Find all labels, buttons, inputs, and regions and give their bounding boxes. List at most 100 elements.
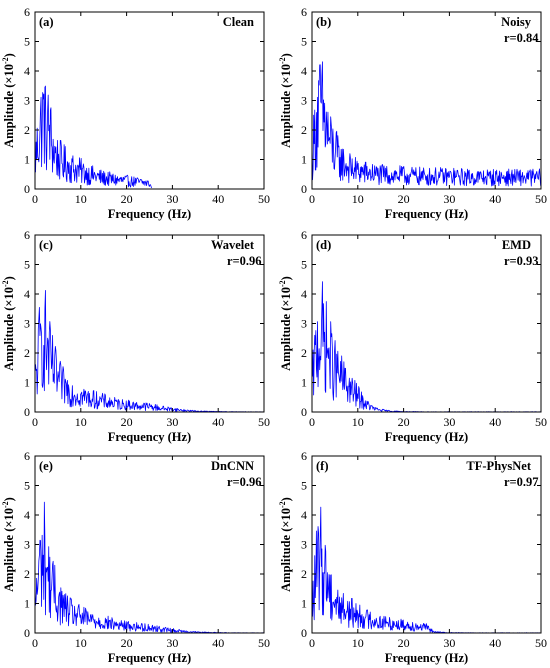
correlation-value: r=0.93 bbox=[504, 254, 539, 268]
panel-f: 0 10 20 30 40 50 0 1 2 3 4 5 6 Frequency (Hz) Amplitud… bbox=[278, 449, 547, 665]
y-axis-label: Amplitude (×10-2) bbox=[278, 53, 293, 148]
y-axis-label-tail: ) bbox=[2, 276, 16, 280]
y-axis-label-base: Amplitude (×10 bbox=[279, 287, 293, 371]
x-tick-label: 30 bbox=[443, 415, 455, 429]
x-axis-label: Frequency (Hz) bbox=[385, 207, 468, 221]
y-axis-label-base: Amplitude (×10 bbox=[279, 508, 293, 592]
x-tick-label: 30 bbox=[166, 192, 178, 206]
x-tick-label: 10 bbox=[352, 415, 364, 429]
x-tick-label: 50 bbox=[258, 636, 270, 650]
x-axis-label: Frequency (Hz) bbox=[108, 207, 191, 221]
spectrum-line bbox=[34, 290, 264, 413]
y-axis-label: Amplitude (×10-2) bbox=[1, 497, 16, 592]
x-tick-label: 30 bbox=[166, 415, 178, 429]
x-tick-label: 30 bbox=[443, 192, 455, 206]
panel-tag: (d) bbox=[316, 238, 331, 252]
y-axis-label-exponent: -2 bbox=[278, 501, 287, 508]
y-axis-label-exponent: -2 bbox=[1, 501, 10, 508]
y-tick-label: 1 bbox=[301, 376, 307, 390]
panel-a: 0 10 20 30 40 50 0 1 2 3 4 5 6 Frequency (Hz) Amplitud… bbox=[1, 5, 270, 221]
y-tick-label: 2 bbox=[24, 346, 30, 360]
panel-c: 0 10 20 30 40 50 0 1 2 3 4 5 6 Frequency (Hz) Amplitud… bbox=[1, 228, 270, 444]
y-axis-label-base: Amplitude (×10 bbox=[279, 64, 293, 148]
spectrum-line bbox=[34, 85, 152, 189]
x-tick-label: 30 bbox=[166, 636, 178, 650]
x-tick-label: 20 bbox=[398, 636, 410, 650]
y-axis-label-tail: ) bbox=[279, 276, 293, 280]
y-tick-label: 0 bbox=[24, 626, 30, 640]
x-tick-label: 10 bbox=[75, 636, 87, 650]
y-tick-label: 6 bbox=[24, 449, 30, 463]
x-tick-label: 10 bbox=[352, 636, 364, 650]
y-axis-label: Amplitude (×10-2) bbox=[278, 497, 293, 592]
x-tick-label: 40 bbox=[489, 636, 501, 650]
y-axis-label: Amplitude (×10-2) bbox=[1, 53, 16, 148]
spectrum-line bbox=[311, 281, 541, 413]
panel-tag: (e) bbox=[39, 459, 53, 473]
panel-tag: (a) bbox=[39, 15, 54, 29]
y-axis-label-exponent: -2 bbox=[278, 57, 287, 64]
correlation-value: r=0.96 bbox=[227, 475, 262, 489]
x-tick-label: 0 bbox=[309, 415, 315, 429]
y-tick-label: 4 bbox=[24, 287, 30, 301]
x-tick-label: 0 bbox=[309, 192, 315, 206]
y-tick-label: 5 bbox=[24, 35, 30, 49]
x-tick-label: 20 bbox=[398, 415, 410, 429]
y-axis-label-tail: ) bbox=[2, 53, 16, 57]
y-axis-label-exponent: -2 bbox=[278, 280, 287, 287]
y-tick-label: 6 bbox=[24, 5, 30, 19]
x-axis-label: Frequency (Hz) bbox=[385, 430, 468, 444]
x-tick-label: 50 bbox=[535, 415, 547, 429]
y-tick-label: 5 bbox=[301, 35, 307, 49]
y-tick-label: 0 bbox=[301, 182, 307, 196]
spectrum-line bbox=[311, 61, 542, 187]
spectrum-line bbox=[311, 506, 541, 634]
method-name: Noisy bbox=[501, 15, 532, 29]
y-tick-label: 5 bbox=[301, 479, 307, 493]
panel-b: 0 10 20 30 40 50 0 1 2 3 4 5 6 Frequency (Hz) Amplitud… bbox=[278, 5, 547, 221]
y-tick-label: 2 bbox=[301, 123, 307, 137]
y-tick-label: 3 bbox=[24, 94, 30, 108]
panel-tag: (c) bbox=[39, 238, 53, 252]
y-tick-label: 4 bbox=[24, 508, 30, 522]
x-tick-label: 0 bbox=[309, 636, 315, 650]
y-tick-label: 1 bbox=[24, 153, 30, 167]
x-tick-label: 50 bbox=[258, 415, 270, 429]
x-tick-label: 20 bbox=[121, 415, 133, 429]
y-tick-label: 6 bbox=[301, 228, 307, 242]
x-tick-label: 20 bbox=[398, 192, 410, 206]
x-tick-label: 10 bbox=[352, 192, 364, 206]
y-tick-label: 1 bbox=[301, 153, 307, 167]
y-tick-label: 0 bbox=[24, 182, 30, 196]
y-tick-label: 2 bbox=[301, 567, 307, 581]
x-tick-label: 20 bbox=[121, 192, 133, 206]
y-tick-label: 3 bbox=[24, 538, 30, 552]
panel-d: 0 10 20 30 40 50 0 1 2 3 4 5 6 Frequency (Hz) Amplitud… bbox=[278, 228, 547, 444]
y-axis-label-base: Amplitude (×10 bbox=[2, 64, 16, 148]
x-tick-label: 40 bbox=[212, 192, 224, 206]
y-tick-label: 4 bbox=[301, 287, 307, 301]
x-tick-label: 0 bbox=[32, 415, 38, 429]
x-tick-label: 50 bbox=[535, 636, 547, 650]
y-tick-label: 1 bbox=[24, 376, 30, 390]
y-axis-label-exponent: -2 bbox=[1, 57, 10, 64]
y-tick-label: 3 bbox=[301, 317, 307, 331]
y-tick-label: 3 bbox=[301, 94, 307, 108]
y-tick-label: 6 bbox=[301, 5, 307, 19]
y-tick-label: 2 bbox=[24, 123, 30, 137]
method-name: EMD bbox=[502, 238, 531, 252]
y-axis-label-tail: ) bbox=[279, 53, 293, 57]
method-name: DnCNN bbox=[211, 459, 254, 473]
method-name: Wavelet bbox=[211, 238, 255, 252]
y-tick-label: 2 bbox=[301, 346, 307, 360]
correlation-value: r=0.97 bbox=[504, 475, 539, 489]
x-tick-label: 40 bbox=[212, 415, 224, 429]
x-tick-label: 40 bbox=[489, 192, 501, 206]
y-axis-label: Amplitude (×10-2) bbox=[1, 276, 16, 371]
x-tick-label: 10 bbox=[75, 415, 87, 429]
spectrum-line bbox=[34, 501, 264, 634]
y-tick-label: 3 bbox=[301, 538, 307, 552]
correlation-value: r=0.96 bbox=[227, 254, 262, 268]
x-tick-label: 0 bbox=[32, 192, 38, 206]
